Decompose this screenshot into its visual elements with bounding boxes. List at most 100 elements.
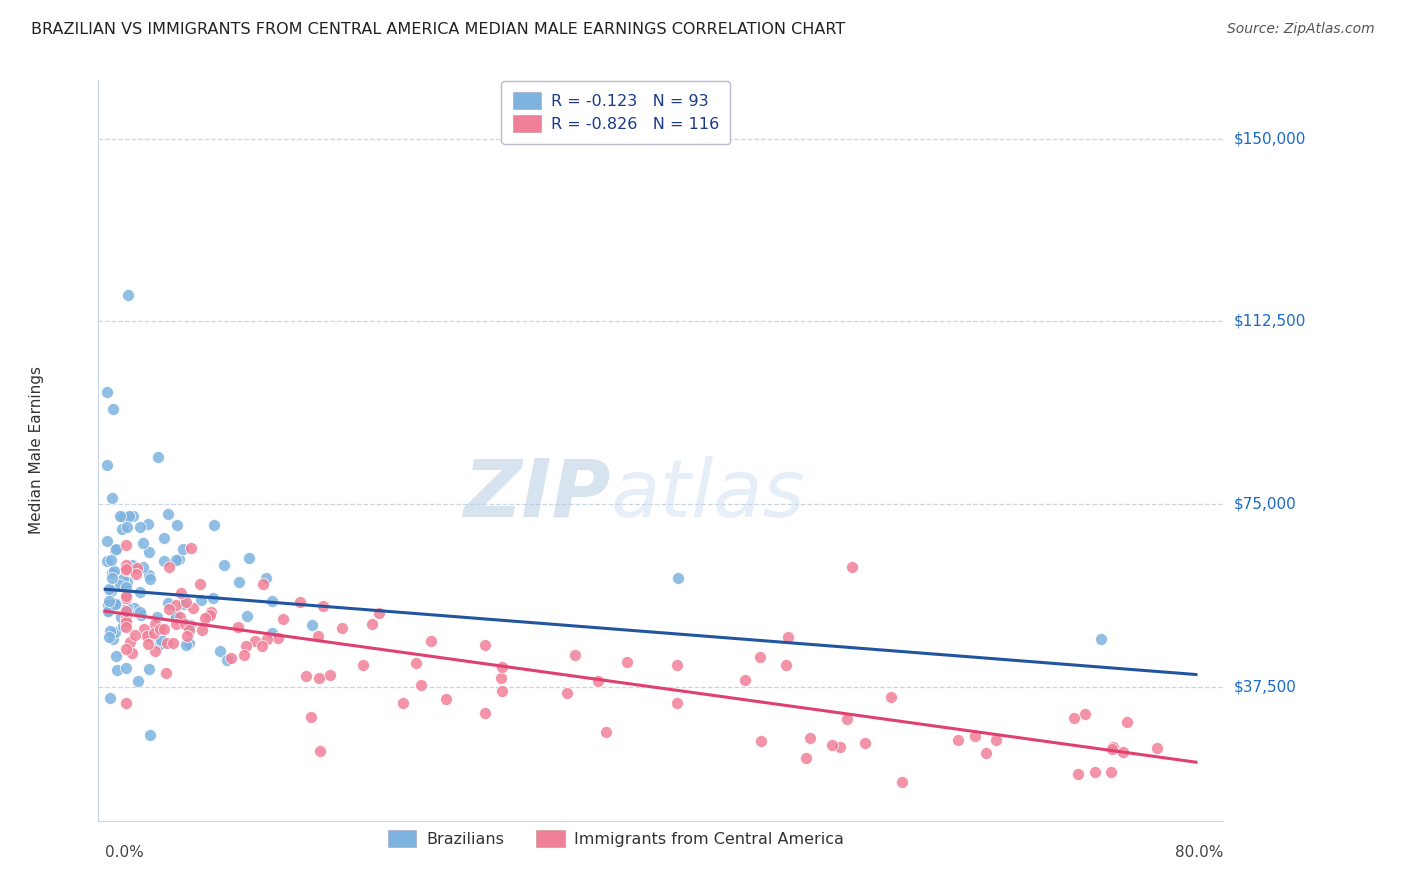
Point	[890, 774, 912, 789]
Point	[114, 661, 136, 675]
Point	[138, 662, 160, 676]
Point	[318, 668, 340, 682]
Point	[368, 606, 391, 620]
Text: 0.0%: 0.0%	[105, 845, 143, 860]
Point	[236, 608, 259, 623]
Point	[307, 629, 329, 643]
Point	[114, 697, 136, 711]
Point	[105, 663, 128, 677]
Point	[165, 610, 187, 624]
Point	[173, 598, 195, 612]
Point	[665, 658, 688, 673]
Point	[749, 734, 772, 748]
Point	[288, 594, 311, 608]
Point	[157, 560, 180, 574]
Point	[143, 644, 166, 658]
Point	[491, 660, 513, 674]
Point	[120, 635, 142, 649]
Point	[748, 649, 770, 664]
Point	[200, 608, 222, 623]
Point	[114, 604, 136, 618]
Point	[114, 563, 136, 577]
Point	[666, 697, 689, 711]
Point	[197, 609, 219, 624]
Point	[1102, 739, 1125, 754]
Point	[201, 591, 224, 605]
Point	[114, 589, 136, 603]
Point	[162, 636, 184, 650]
Text: $150,000: $150,000	[1234, 131, 1306, 146]
Point	[948, 732, 970, 747]
Point	[104, 597, 127, 611]
Point	[169, 610, 191, 624]
Text: $112,500: $112,500	[1234, 314, 1306, 329]
Point	[1090, 632, 1112, 646]
Point	[104, 597, 127, 611]
Point	[111, 521, 134, 535]
Point	[1063, 711, 1085, 725]
Point	[96, 598, 118, 612]
Point	[221, 650, 243, 665]
Point	[101, 566, 124, 580]
Point	[775, 657, 797, 672]
Text: $37,500: $37,500	[1234, 679, 1296, 694]
Point	[139, 572, 162, 586]
Point	[174, 595, 197, 609]
Point	[233, 648, 256, 662]
Point	[155, 666, 177, 681]
Point	[616, 655, 638, 669]
Point	[138, 630, 160, 644]
Point	[110, 508, 132, 523]
Point	[129, 584, 152, 599]
Text: Source: ZipAtlas.com: Source: ZipAtlas.com	[1227, 22, 1375, 37]
Point	[117, 287, 139, 301]
Point	[243, 633, 266, 648]
Point	[136, 517, 159, 532]
Point	[153, 623, 176, 637]
Point	[420, 634, 443, 648]
Point	[101, 491, 124, 506]
Point	[96, 533, 118, 548]
Point	[125, 567, 148, 582]
Point	[392, 696, 415, 710]
Text: BRAZILIAN VS IMMIGRANTS FROM CENTRAL AMERICA MEDIAN MALE EARNINGS CORRELATION CH: BRAZILIAN VS IMMIGRANTS FROM CENTRAL AME…	[31, 22, 845, 37]
Point	[115, 580, 138, 594]
Point	[103, 565, 125, 579]
Point	[489, 671, 512, 685]
Point	[190, 593, 212, 607]
Point	[312, 599, 335, 613]
Point	[1073, 707, 1095, 722]
Legend: Brazilians, Immigrants from Central America: Brazilians, Immigrants from Central Amer…	[381, 823, 851, 854]
Point	[104, 625, 127, 640]
Text: ZIP: ZIP	[463, 456, 610, 534]
Point	[97, 604, 120, 618]
Point	[226, 620, 249, 634]
Point	[557, 686, 579, 700]
Point	[262, 594, 284, 608]
Point	[100, 553, 122, 567]
Point	[252, 577, 274, 591]
Point	[256, 632, 278, 647]
Point	[127, 674, 149, 689]
Point	[1146, 741, 1168, 756]
Point	[115, 591, 138, 605]
Point	[835, 712, 858, 726]
Point	[100, 583, 122, 598]
Point	[301, 618, 323, 632]
Text: Median Male Earnings: Median Male Earnings	[30, 367, 44, 534]
Point	[114, 611, 136, 625]
Point	[98, 691, 121, 706]
Point	[96, 458, 118, 472]
Point	[212, 558, 235, 573]
Point	[115, 603, 138, 617]
Point	[97, 604, 120, 618]
Point	[166, 518, 188, 533]
Point	[148, 450, 170, 465]
Point	[879, 690, 901, 704]
Point	[139, 728, 162, 742]
Point	[96, 384, 118, 399]
Point	[235, 639, 257, 653]
Point	[309, 744, 332, 758]
Point	[170, 585, 193, 599]
Point	[172, 541, 194, 556]
